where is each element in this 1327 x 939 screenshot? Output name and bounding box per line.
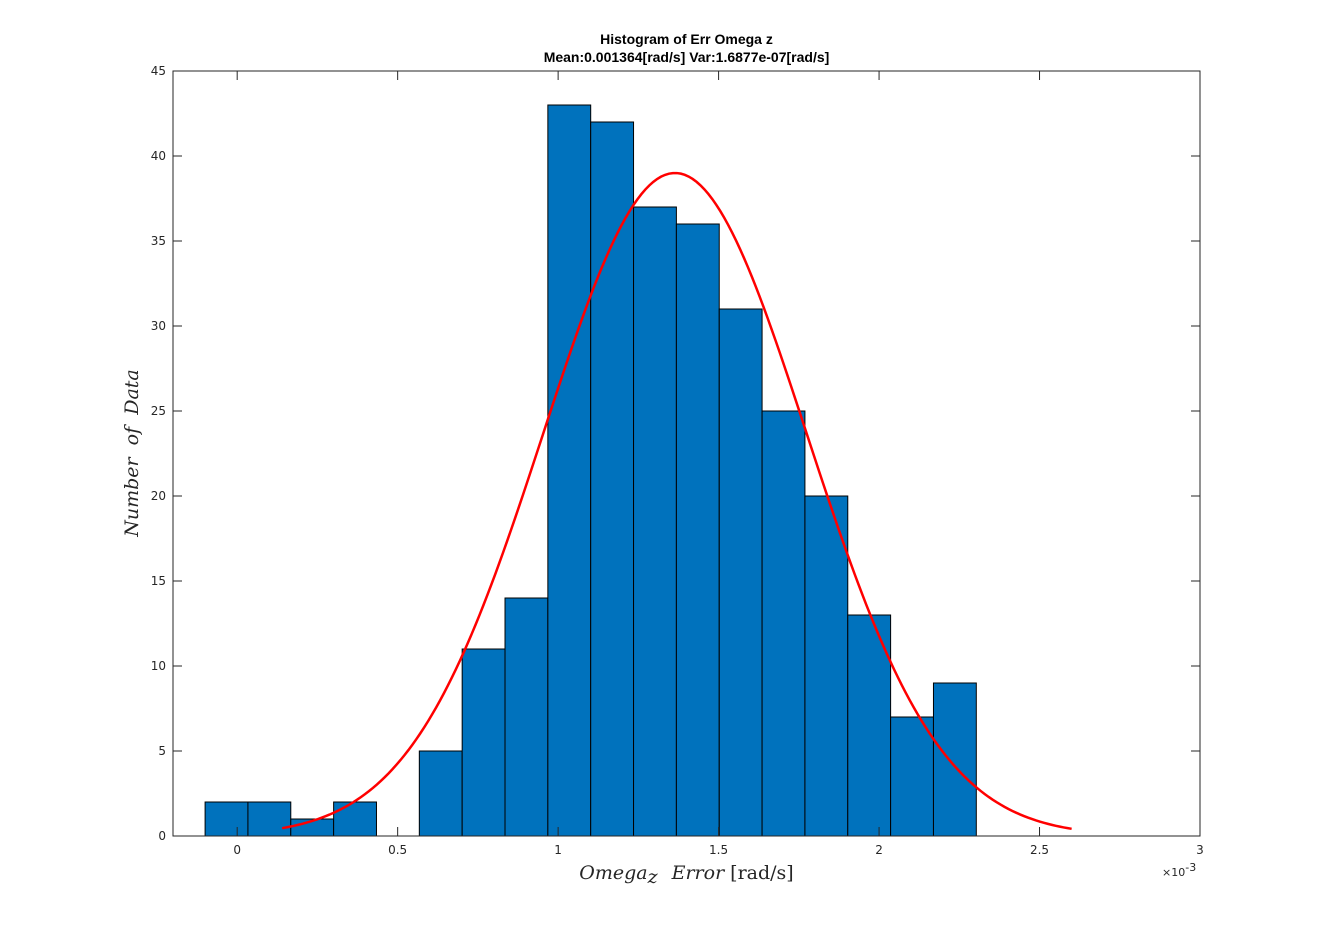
y-tick-label: 25 [151,404,166,418]
histogram-bar [418,750,463,837]
y-tick-label: 40 [151,149,166,163]
chart-title: Histogram of Err Omega z [600,31,773,47]
histogram-bar [547,104,592,837]
histogram-bar [461,648,506,837]
histogram-bar [590,121,635,837]
x-tick-label: 1 [554,843,562,857]
normal-fit [281,171,1072,831]
y-tick-label: 20 [151,489,166,503]
x-tick-label: 2 [875,843,883,857]
histogram-bar [204,801,249,837]
y-tick-label: 30 [151,319,166,333]
fit-curve [281,171,1072,831]
histogram-bar [804,495,849,837]
histogram-bar [932,682,977,837]
x-axis-label-main: Omega [579,862,647,884]
y-tick-label: 45 [151,64,166,78]
y-tick-label: 35 [151,234,166,248]
histogram-bar [847,614,892,837]
x-axis-exponent: ×10-3 [1162,861,1196,879]
chart-subtitle: Mean:0.001364[rad/s] Var:1.6877e-07[rad/… [544,49,830,65]
histogram-bar [633,206,677,837]
histogram-bar [333,801,377,837]
x-axis-label-mid: Error [671,862,726,884]
x-tick-label: 0.5 [388,843,407,857]
x-axis-label: Omegaz Error [rad/s] [579,862,793,888]
histogram-bar [247,801,292,837]
histogram-bars [204,104,977,837]
histogram-bar [718,308,763,837]
y-tick-label: 15 [151,574,166,588]
histogram-bar [504,597,549,837]
x-axis-label-sub: z [647,866,659,888]
x-tick-label: 3 [1196,843,1204,857]
x-axis-exponent-base: ×10 [1162,866,1185,879]
x-tick-label: 2.5 [1030,843,1049,857]
y-tick-label: 10 [151,659,166,673]
histogram-bar [675,223,720,837]
histogram-bar [761,410,806,837]
y-tick-label: 0 [158,829,166,843]
axes-box [172,70,1201,837]
x-axis-exponent-power: -3 [1185,861,1196,874]
histogram-bar [890,716,934,837]
y-tick-label: 5 [158,744,166,758]
x-tick-label: 0 [233,843,241,857]
x-axis-label-unit: [rad/s] [730,862,794,884]
x-tick-label: 1.5 [709,843,728,857]
y-axis-label: Number of Data [121,369,143,538]
